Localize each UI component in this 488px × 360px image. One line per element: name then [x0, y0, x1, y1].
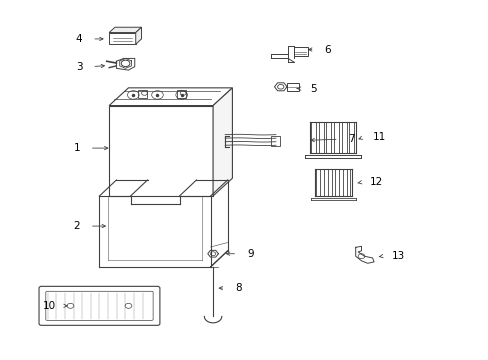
Text: 8: 8 — [234, 283, 241, 293]
FancyBboxPatch shape — [270, 136, 279, 146]
Polygon shape — [109, 88, 232, 105]
Text: 1: 1 — [73, 143, 80, 153]
Polygon shape — [109, 32, 136, 44]
Polygon shape — [213, 88, 232, 196]
Polygon shape — [109, 27, 141, 32]
Text: 3: 3 — [76, 62, 82, 72]
FancyBboxPatch shape — [177, 90, 185, 99]
Text: 6: 6 — [324, 45, 330, 55]
Text: 10: 10 — [43, 301, 56, 311]
Text: 2: 2 — [73, 221, 80, 231]
FancyBboxPatch shape — [138, 90, 146, 99]
FancyBboxPatch shape — [286, 82, 299, 91]
FancyBboxPatch shape — [293, 47, 308, 56]
Text: 7: 7 — [348, 134, 354, 144]
Text: 9: 9 — [246, 249, 253, 259]
Text: 11: 11 — [372, 132, 385, 143]
Text: 5: 5 — [309, 84, 316, 94]
Polygon shape — [136, 27, 141, 44]
Text: 4: 4 — [76, 34, 82, 44]
FancyBboxPatch shape — [46, 291, 153, 320]
FancyBboxPatch shape — [39, 286, 160, 325]
Text: 12: 12 — [369, 177, 383, 188]
Text: 13: 13 — [391, 251, 405, 261]
Polygon shape — [109, 105, 213, 196]
